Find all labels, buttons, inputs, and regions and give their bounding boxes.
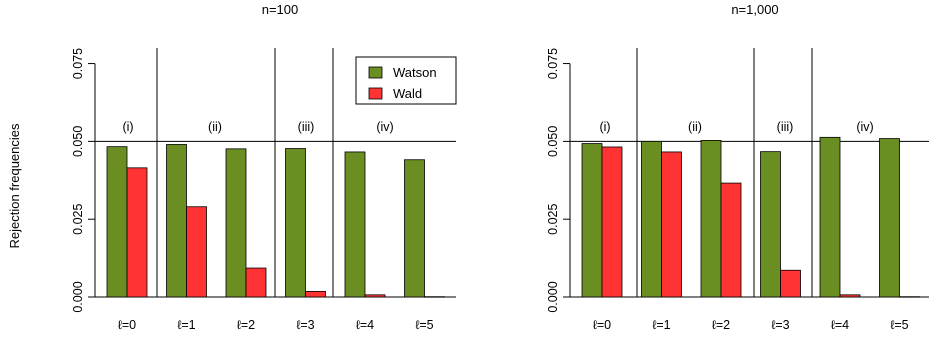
bar-watson bbox=[819, 136, 841, 298]
category-label: ℓ=3 bbox=[296, 318, 314, 332]
category-label: ℓ=2 bbox=[237, 318, 255, 332]
chart-panel-n1000: n=1,000 0.000 0.025 0.050 0.075 (i) (ii) (iii) (… bbox=[546, 2, 929, 332]
y-tick-label: 0.050 bbox=[546, 126, 560, 157]
category-label: ℓ=4 bbox=[831, 318, 849, 332]
group-label: (i) bbox=[122, 120, 133, 134]
group-label: (iii) bbox=[777, 120, 794, 134]
bar-wald bbox=[126, 167, 148, 298]
legend-swatch-watson bbox=[368, 66, 383, 79]
chart-panel-n100: n=100 0.000 0.025 0.050 0.075 (i) (ii) (iii) (iv… bbox=[71, 2, 457, 332]
legend-box bbox=[355, 56, 457, 105]
bar-watson bbox=[225, 148, 247, 298]
bar-wald bbox=[364, 294, 386, 298]
legend-swatch-wald bbox=[368, 87, 383, 100]
bar-wald bbox=[245, 267, 267, 298]
chart-title: n=1,000 bbox=[731, 2, 778, 17]
chart-title: n=100 bbox=[262, 2, 299, 17]
bar-watson bbox=[344, 151, 366, 298]
bar-wald bbox=[661, 151, 682, 298]
bar-wald bbox=[839, 294, 861, 298]
y-tick-label: 0.075 bbox=[71, 48, 85, 79]
y-axis-label: Rejection frequencies bbox=[7, 123, 22, 249]
category-label: ℓ=1 bbox=[177, 318, 195, 332]
group-label: (ii) bbox=[208, 120, 222, 134]
group-label: (ii) bbox=[688, 120, 702, 134]
bar-watson bbox=[760, 151, 781, 298]
category-label: ℓ=2 bbox=[712, 318, 730, 332]
legend: Watson Wald bbox=[355, 56, 457, 105]
category-label: ℓ=4 bbox=[356, 318, 374, 332]
group-label: (iii) bbox=[298, 120, 315, 134]
bar-wald bbox=[601, 146, 623, 298]
group-label: (i) bbox=[599, 120, 610, 134]
bar-watson bbox=[404, 159, 425, 298]
y-tick-label: 0.025 bbox=[546, 203, 560, 234]
group-label: (iv) bbox=[376, 120, 393, 134]
bar-watson bbox=[879, 138, 900, 298]
bar-wald bbox=[186, 206, 207, 298]
category-label: ℓ=5 bbox=[415, 318, 433, 332]
category-label: ℓ=0 bbox=[118, 318, 136, 332]
y-tick-label: 0.025 bbox=[71, 203, 85, 234]
bar-watson bbox=[641, 140, 662, 298]
bar-wald bbox=[720, 182, 742, 298]
bar-watson bbox=[581, 143, 603, 298]
bar-wald bbox=[899, 296, 920, 298]
bar-wald bbox=[305, 290, 326, 298]
bar-wald bbox=[780, 269, 801, 298]
category-label: ℓ=5 bbox=[890, 318, 908, 332]
bar-watson bbox=[285, 148, 306, 298]
bar-watson bbox=[166, 144, 187, 298]
category-label: ℓ=3 bbox=[771, 318, 789, 332]
category-label: ℓ=1 bbox=[652, 318, 670, 332]
bar-wald bbox=[424, 296, 445, 298]
legend-label-watson: Watson bbox=[393, 65, 437, 80]
y-tick-label: 0.000 bbox=[71, 281, 85, 312]
bar-watson bbox=[106, 146, 128, 298]
y-tick-label: 0.000 bbox=[546, 281, 560, 312]
category-label: ℓ=0 bbox=[593, 318, 611, 332]
legend-label-wald: Wald bbox=[393, 86, 422, 101]
y-tick-label: 0.075 bbox=[546, 48, 560, 79]
group-label: (iv) bbox=[856, 120, 873, 134]
bar-watson bbox=[700, 140, 722, 298]
y-tick-label: 0.050 bbox=[71, 126, 85, 157]
